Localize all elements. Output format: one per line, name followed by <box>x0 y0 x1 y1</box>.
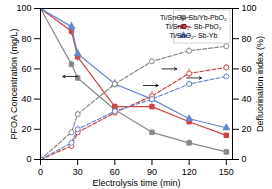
svg-text:20: 20 <box>242 124 252 134</box>
svg-text:Defluorination index (%): Defluorination index (%) <box>255 36 265 132</box>
svg-text:40: 40 <box>242 94 252 104</box>
svg-text:Ti/SnO₂- Sb/Yb-PbO₂: Ti/SnO₂- Sb/Yb-PbO₂ <box>160 14 227 21</box>
svg-text:Ti/SnO₂- Sb-PbO₂: Ti/SnO₂- Sb-PbO₂ <box>165 23 221 30</box>
svg-text:20: 20 <box>21 124 31 134</box>
svg-text:100: 100 <box>242 3 257 13</box>
svg-text:Electrolysis time (min): Electrolysis time (min) <box>92 178 180 188</box>
svg-text:0: 0 <box>242 154 247 164</box>
svg-text:90: 90 <box>147 167 157 177</box>
svg-text:80: 80 <box>242 34 252 44</box>
svg-text:PFOA Concentration (mg/L): PFOA Concentration (mg/L) <box>9 28 19 139</box>
svg-text:100: 100 <box>16 3 31 13</box>
svg-text:150: 150 <box>219 167 234 177</box>
svg-text:80: 80 <box>21 34 31 44</box>
svg-text:60: 60 <box>110 167 120 177</box>
svg-text:60: 60 <box>21 64 31 74</box>
svg-text:0: 0 <box>26 154 31 164</box>
svg-text:40: 40 <box>21 94 31 104</box>
svg-text:120: 120 <box>182 167 197 177</box>
svg-text:60: 60 <box>242 64 252 74</box>
svg-text:Ti/SnO₂- Sb-Yb: Ti/SnO₂- Sb-Yb <box>169 32 217 39</box>
svg-text:30: 30 <box>73 167 83 177</box>
svg-text:0: 0 <box>38 167 43 177</box>
